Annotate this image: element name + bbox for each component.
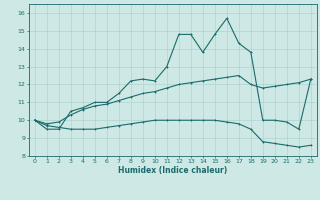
X-axis label: Humidex (Indice chaleur): Humidex (Indice chaleur) — [118, 166, 228, 175]
